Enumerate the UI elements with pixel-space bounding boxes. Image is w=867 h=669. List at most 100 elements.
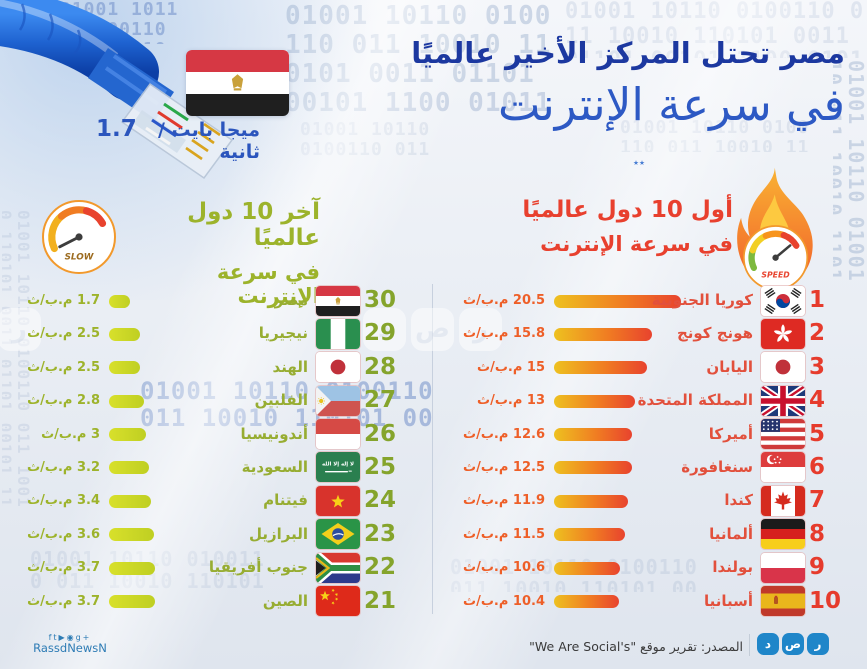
speed-bar bbox=[109, 428, 147, 442]
country-row: 1.7 م.ب/ث مصر 30 bbox=[0, 284, 410, 317]
country-row: 3.7 م.ب/ث الصين 21 bbox=[0, 585, 410, 618]
country-row: 3.7 م.ب/ث جنوب أفريقيا 22 bbox=[0, 551, 410, 584]
country-name: البرازيل bbox=[248, 524, 308, 543]
flag-icon-germany bbox=[761, 519, 805, 550]
rank-number: 10 bbox=[809, 587, 842, 614]
speed-bar bbox=[109, 494, 152, 508]
social-block: ft▶◉g+ RassdNewsN bbox=[26, 633, 114, 655]
country-name: هونج كونج bbox=[676, 324, 753, 343]
speed-value-label: 3.7 م.ب/ث bbox=[27, 593, 100, 609]
rank-number: 30 bbox=[364, 287, 397, 313]
flag-icon-philippines bbox=[316, 385, 360, 416]
country-row: 11.9 م.ب/ث كندا 7 bbox=[445, 484, 855, 517]
source-text: المصدر: تقرير موقع "We Are Social's" bbox=[529, 639, 743, 654]
speed-bar bbox=[109, 595, 155, 609]
country-row: 15.8 م.ب/ث هونج كونج 2 bbox=[445, 317, 855, 350]
gauge-label: SLOW bbox=[65, 252, 95, 262]
instagram-icon[interactable]: ◉ bbox=[66, 633, 76, 642]
rank-number: 8 bbox=[809, 520, 826, 547]
ethernet-cable-image bbox=[0, 0, 234, 180]
speed-bar bbox=[109, 327, 140, 341]
rank-number: 9 bbox=[809, 554, 826, 581]
speed-value-label: 20.5 م.ب/ث bbox=[463, 293, 545, 308]
rank-number: 4 bbox=[809, 387, 826, 414]
flag-icon-japan bbox=[761, 352, 805, 383]
rank-number: 23 bbox=[364, 520, 397, 547]
country-name: نيجيريا bbox=[258, 324, 308, 343]
rank-number: 2 bbox=[809, 320, 826, 347]
fire-speed-gauge-icon: SPEED bbox=[727, 155, 821, 309]
speed-bar bbox=[109, 528, 154, 542]
rassd-watermark-partial: دصر bbox=[0, 308, 41, 351]
speed-value-label: 11.5 م.ب/ث bbox=[463, 526, 545, 542]
footer-divider bbox=[749, 634, 750, 656]
country-row: 3.2 م.ب/ث السعودية لا إله إلا الله 25 bbox=[0, 451, 410, 484]
speed-bar bbox=[554, 428, 633, 442]
rank-number: 1 bbox=[809, 287, 826, 313]
egypt-speed-value: 1.7 bbox=[96, 116, 137, 142]
flag-icon-south-africa bbox=[316, 552, 360, 583]
youtube-icon[interactable]: ▶ bbox=[58, 633, 67, 642]
country-name: أسبانيا bbox=[703, 591, 753, 610]
speed-bar bbox=[554, 294, 682, 308]
country-row: 15 م.ب/ث اليابان 3 bbox=[445, 351, 855, 384]
country-row: 13 م.ب/ث المملكة المتحدة 4 bbox=[445, 384, 855, 417]
logo-letter: ر bbox=[807, 633, 829, 655]
title-line1: مصر تحتل المركز الأخير عالميًا bbox=[411, 36, 845, 70]
speed-bar bbox=[109, 294, 131, 308]
flag-icon-singapore bbox=[761, 452, 805, 483]
logo-letter: ر bbox=[459, 308, 502, 351]
gauge-label: SPEED bbox=[761, 270, 790, 279]
rank-number: 29 bbox=[364, 320, 397, 347]
social-icons-row: ft▶◉g+ bbox=[26, 633, 114, 642]
country-name: فيتنام bbox=[263, 491, 308, 510]
flag-icon-indonesia bbox=[316, 419, 360, 450]
country-name: كوريا الجنوبية bbox=[651, 291, 753, 309]
rank-number: 24 bbox=[364, 487, 397, 514]
country-row: 2.8 م.ب/ث الفلبين 27 bbox=[0, 384, 410, 417]
social-handle[interactable]: RassdNewsN bbox=[33, 641, 107, 655]
speed-value-label: 2.8 م.ب/ث bbox=[27, 393, 100, 409]
speed-value-label: 2.5 م.ب/ث bbox=[27, 359, 100, 375]
speed-value-label: 3.6 م.ب/ث bbox=[27, 526, 100, 542]
speed-value-label: 13 م.ب/ث bbox=[477, 393, 545, 409]
logo-letter: ر bbox=[0, 308, 41, 351]
country-name: سنغافورة bbox=[681, 457, 753, 476]
country-name: ألمانيا bbox=[709, 524, 753, 543]
speed-value-label: 2.5 م.ب/ث bbox=[27, 326, 100, 342]
country-name: الفلبين bbox=[254, 391, 308, 410]
facebook-icon[interactable]: f bbox=[48, 633, 54, 642]
country-name: أندونيسيا bbox=[240, 424, 308, 443]
flag-icon-south-korea bbox=[761, 285, 805, 316]
rank-number: 22 bbox=[364, 554, 397, 581]
rank-number: 27 bbox=[364, 387, 397, 414]
speed-bar bbox=[554, 494, 628, 508]
rank-number: 3 bbox=[809, 353, 826, 380]
fastest-header-line2: في سرعة الإنترنت bbox=[540, 232, 733, 256]
flag-icon-japan bbox=[316, 352, 360, 383]
center-divider bbox=[432, 284, 433, 614]
title-line2: في سرعة الإنترنت bbox=[498, 78, 845, 131]
egypt-speed-callout: 1.7 ميجا بايت / ثانية bbox=[96, 116, 260, 163]
country-row: 10.6 م.ب/ث بولندا 9 bbox=[445, 551, 855, 584]
twitter-icon[interactable]: t bbox=[53, 633, 59, 642]
googleplus-icon[interactable]: g+ bbox=[75, 633, 92, 642]
country-row: 12.6 م.ب/ث أميركا 5 bbox=[445, 418, 855, 451]
svg-text:لا إله إلا الله: لا إله إلا الله bbox=[322, 462, 354, 468]
rank-number: 28 bbox=[364, 353, 397, 380]
country-name: المملكة المتحدة bbox=[637, 391, 753, 410]
rank-number: 25 bbox=[364, 453, 397, 480]
country-row: 20.5 م.ب/ث كوريا الجنوبية 1 bbox=[445, 284, 855, 317]
speed-bar bbox=[109, 561, 155, 575]
country-name: مصر bbox=[274, 291, 308, 309]
slowest-countries-list: 1.7 م.ب/ث مصر 30 2.5 م.ب/ث نيجيريا 29 2.5 م.ب/… bbox=[0, 284, 410, 618]
rank-number: 26 bbox=[364, 420, 397, 447]
speed-value-label: 15 م.ب/ث bbox=[477, 359, 545, 375]
egypt-speed-unit: ميجا بايت / ثانية bbox=[157, 119, 260, 163]
speed-value-label: 1.7 م.ب/ث bbox=[27, 293, 100, 308]
rank-number: 7 bbox=[809, 487, 826, 514]
country-row: 11.5 م.ب/ث ألمانيا 8 bbox=[445, 518, 855, 551]
country-name: جنوب أفريقيا bbox=[208, 558, 308, 577]
